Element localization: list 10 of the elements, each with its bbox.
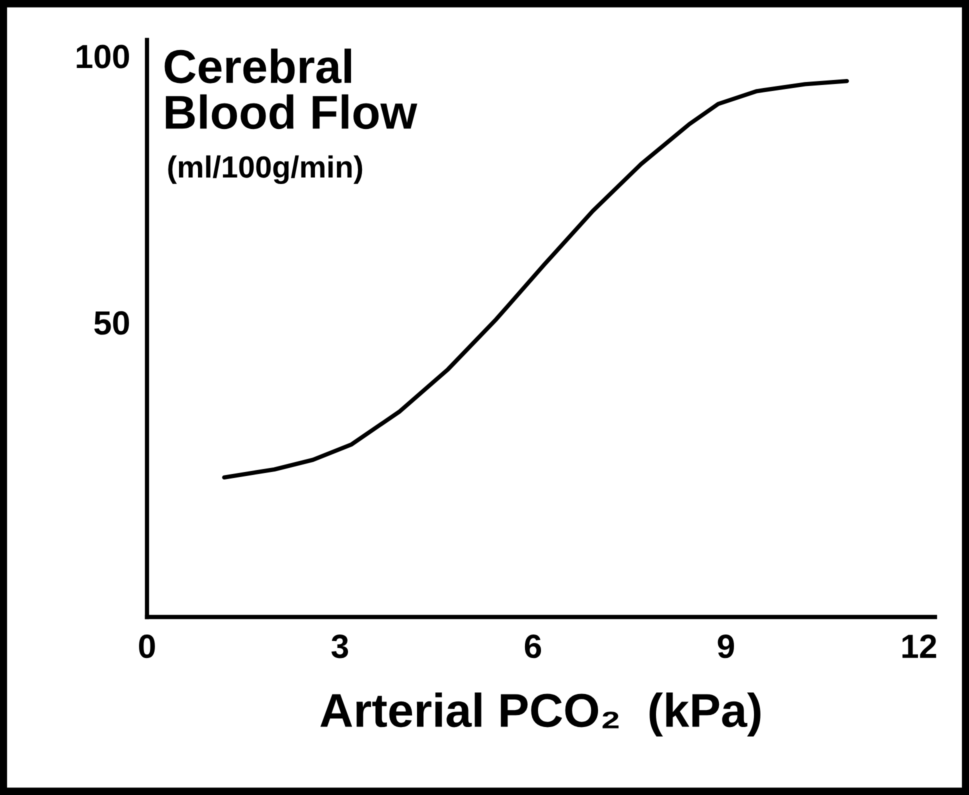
- y-tick-label: 100: [76, 44, 129, 68]
- y-tick-label: 50: [94, 311, 129, 335]
- x-tick-label: 0: [139, 634, 155, 658]
- x-tick-label: 12: [902, 634, 936, 658]
- x-tick-label: 9: [718, 634, 734, 658]
- y-axis-title: Cerebral Blood Flow: [164, 48, 418, 130]
- x-axis-title: Arterial PCO₂ (kPa): [320, 692, 760, 737]
- x-tick-label: 3: [331, 634, 348, 658]
- annotation: (ml/100g/min): [168, 155, 362, 184]
- x-tick-label: 6: [524, 634, 542, 658]
